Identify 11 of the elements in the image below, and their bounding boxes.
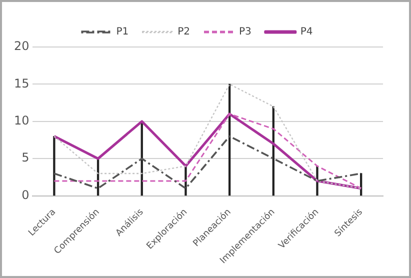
legend-label: P1 xyxy=(116,26,129,38)
line-series xyxy=(53,135,362,190)
y-tick-label: 10 xyxy=(14,114,30,128)
legend-label: P2 xyxy=(178,26,190,38)
y-tick-label: 0 xyxy=(22,188,30,202)
bar xyxy=(53,136,56,196)
y-tick-label: 5 xyxy=(22,150,30,165)
y-tick-label: 20 xyxy=(14,39,30,54)
legend-label: P3 xyxy=(239,26,252,38)
legend-label: P4 xyxy=(300,26,313,38)
y-tick-label: 15 xyxy=(14,76,30,90)
